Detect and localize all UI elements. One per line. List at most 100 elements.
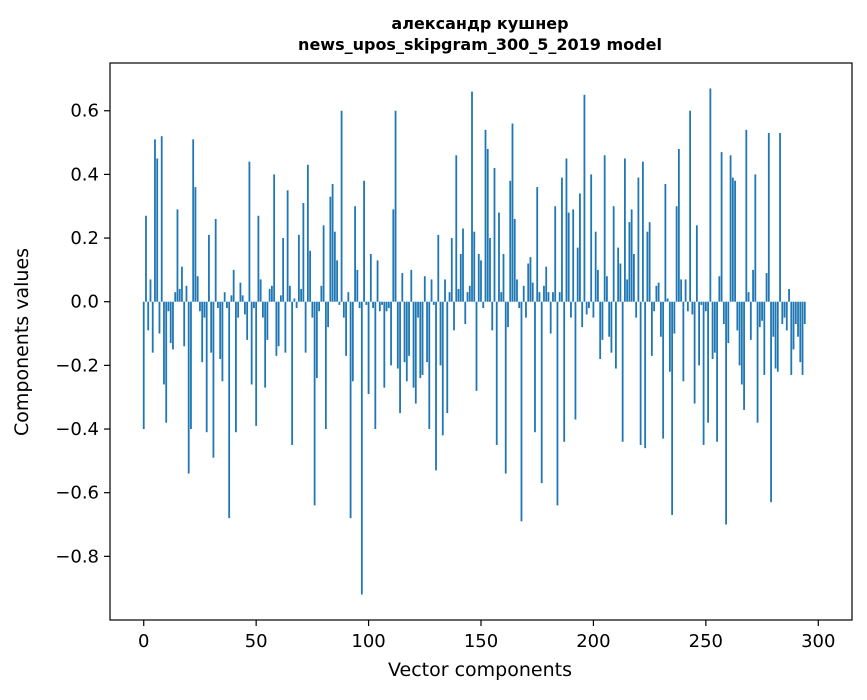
bar-258: [722, 301, 725, 324]
bar-214: [624, 158, 626, 302]
bar-117: [405, 301, 408, 382]
bar-16: [178, 288, 181, 302]
bar-93: [351, 301, 354, 382]
bar-26: [201, 301, 204, 363]
bar-285: [783, 301, 786, 318]
bar-5: [154, 139, 156, 302]
x-tick-label-100: 100: [351, 631, 385, 652]
bar-156: [493, 168, 496, 302]
bar-80: [322, 225, 325, 302]
bar-291: [797, 301, 799, 337]
bar-191: [572, 209, 575, 302]
bar-234: [668, 301, 671, 372]
bar-225: [648, 222, 651, 302]
bar-155: [491, 301, 494, 331]
bar-46: [246, 301, 249, 340]
y-tick-label-1: −0.6: [55, 483, 99, 504]
bar-54: [264, 301, 267, 388]
bar-48: [250, 301, 253, 385]
bar-104: [376, 260, 379, 302]
bar-211: [617, 247, 620, 302]
bar-66: [291, 301, 294, 445]
bar-2: [147, 301, 150, 331]
bar-150: [480, 260, 482, 302]
bar-71: [302, 203, 305, 302]
bar-124: [421, 301, 424, 375]
bar-133: [441, 301, 444, 436]
bar-238: [677, 148, 680, 302]
bar-11: [167, 301, 170, 312]
bar-226: [650, 301, 653, 356]
bar-21: [190, 301, 192, 430]
bar-135: [446, 301, 449, 414]
bar-50: [255, 301, 258, 426]
bar-217: [630, 209, 633, 302]
bar-144: [466, 292, 469, 302]
bar-43: [239, 282, 242, 302]
bar-27: [203, 301, 206, 318]
bar-222: [641, 161, 644, 302]
bar-22: [192, 139, 195, 302]
bar-204: [601, 301, 604, 340]
bar-149: [477, 253, 480, 302]
bar-106: [381, 301, 383, 305]
bar-164: [511, 123, 514, 302]
bar-270: [749, 301, 752, 340]
bar-228: [655, 285, 658, 302]
bar-17: [181, 266, 183, 302]
bar-266: [740, 301, 743, 385]
bar-184: [556, 301, 559, 506]
bar-76: [313, 301, 316, 506]
x-tick-label-200: 200: [576, 631, 610, 652]
bar-193: [576, 247, 579, 302]
bar-134: [444, 279, 446, 302]
bar-12: [169, 301, 172, 344]
bar-219: [635, 301, 638, 318]
bar-64: [286, 190, 289, 302]
bar-37: [226, 301, 228, 309]
bar-25: [199, 301, 201, 312]
bar-293: [801, 301, 804, 375]
bar-180: [547, 292, 550, 302]
bar-198: [588, 301, 590, 309]
bar-166: [516, 279, 518, 302]
bar-75: [311, 301, 314, 318]
bar-63: [284, 301, 287, 353]
bar-247: [698, 301, 700, 366]
bar-272: [754, 174, 757, 302]
bar-59: [275, 301, 278, 356]
bar-58: [273, 174, 276, 302]
bar-114: [399, 301, 401, 414]
y-tick-label-4: 0.0: [70, 292, 99, 313]
bar-143: [464, 301, 467, 324]
chart-title: александр кушнер: [391, 14, 568, 33]
bar-4: [151, 301, 154, 353]
bar-278: [767, 133, 770, 302]
bar-13: [172, 301, 174, 350]
bar-65: [288, 285, 291, 302]
bar-94: [354, 206, 356, 302]
bar-255: [716, 301, 718, 442]
bar-102: [372, 301, 374, 309]
bar-197: [585, 301, 588, 315]
bar-262: [731, 177, 734, 302]
bar-252: [709, 88, 712, 302]
bar-74: [309, 250, 312, 302]
bar-41: [235, 301, 237, 433]
bar-188: [565, 158, 568, 302]
bar-170: [525, 301, 527, 318]
bar-200: [592, 301, 595, 318]
bar-131: [437, 234, 440, 302]
bar-81: [324, 301, 327, 430]
bar-286: [785, 301, 788, 331]
bar-29: [208, 234, 210, 302]
bar-139: [455, 155, 458, 302]
bar-51: [257, 215, 260, 302]
bar-18: [183, 301, 186, 347]
bar-220: [637, 177, 640, 302]
bar-129: [432, 301, 435, 305]
bar-232: [664, 183, 667, 302]
y-tick-label-7: 0.6: [70, 101, 99, 122]
bar-146: [471, 91, 473, 302]
